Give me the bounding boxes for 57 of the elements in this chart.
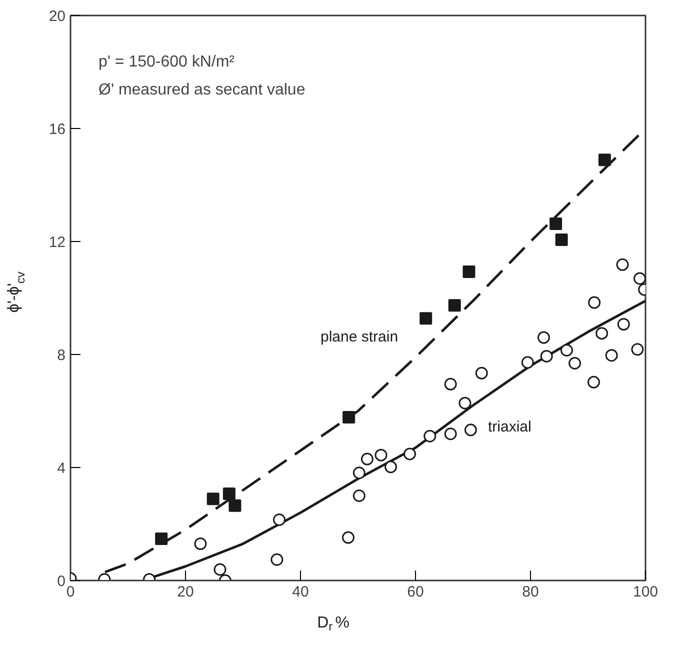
x-tick-label: 60: [407, 584, 424, 600]
y-axis-title: ϕ'-ϕ'cv: [6, 272, 28, 313]
x-tick-label: 100: [632, 584, 658, 600]
point: [616, 258, 629, 271]
point: [448, 299, 461, 312]
point: [464, 424, 477, 436]
point: [194, 538, 207, 550]
point: [374, 448, 388, 462]
point: [214, 563, 226, 576]
y-tick-label: 0: [57, 573, 66, 590]
point: [420, 312, 432, 325]
point: [206, 492, 220, 506]
point: [360, 452, 374, 466]
point: [424, 430, 436, 442]
point: [560, 344, 573, 356]
point: [598, 154, 611, 166]
point: [475, 366, 488, 380]
point: [462, 265, 476, 278]
point: [342, 531, 354, 544]
point: [537, 331, 550, 344]
point: [352, 466, 366, 480]
point: [458, 396, 472, 410]
point: [228, 499, 242, 512]
point: [155, 532, 168, 545]
point: [596, 327, 608, 340]
point: [222, 488, 236, 500]
point: [631, 343, 644, 356]
point: [270, 553, 284, 566]
point: [342, 410, 356, 424]
x-tick-label: 20: [177, 584, 194, 600]
point: [634, 272, 646, 285]
point: [588, 296, 601, 309]
point: [521, 356, 534, 369]
point: [444, 378, 457, 390]
y-tick-label: 20: [48, 8, 66, 25]
point: [404, 448, 416, 460]
point: [444, 428, 457, 440]
y-tick-label: 16: [48, 121, 66, 138]
y-tick-label: 4: [57, 460, 66, 477]
point: [617, 318, 630, 331]
point: [352, 490, 366, 502]
point: [568, 357, 582, 370]
point: [272, 514, 286, 526]
y-tick-label: 8: [57, 347, 66, 364]
x-tick-label: 80: [522, 584, 539, 600]
point: [384, 460, 398, 474]
point: [555, 234, 568, 246]
point: [540, 350, 553, 362]
series-label: plane strain: [320, 328, 398, 346]
point: [588, 376, 600, 388]
y-tick-label: 12: [48, 234, 66, 251]
point: [550, 217, 562, 230]
annotation: p' = 150-600 kN/m²: [98, 54, 236, 70]
x-tick-label: 40: [292, 584, 309, 600]
point: [605, 349, 618, 362]
series-label: triaxial: [488, 418, 532, 436]
annotation: Ø' measured as secant value: [98, 82, 306, 98]
